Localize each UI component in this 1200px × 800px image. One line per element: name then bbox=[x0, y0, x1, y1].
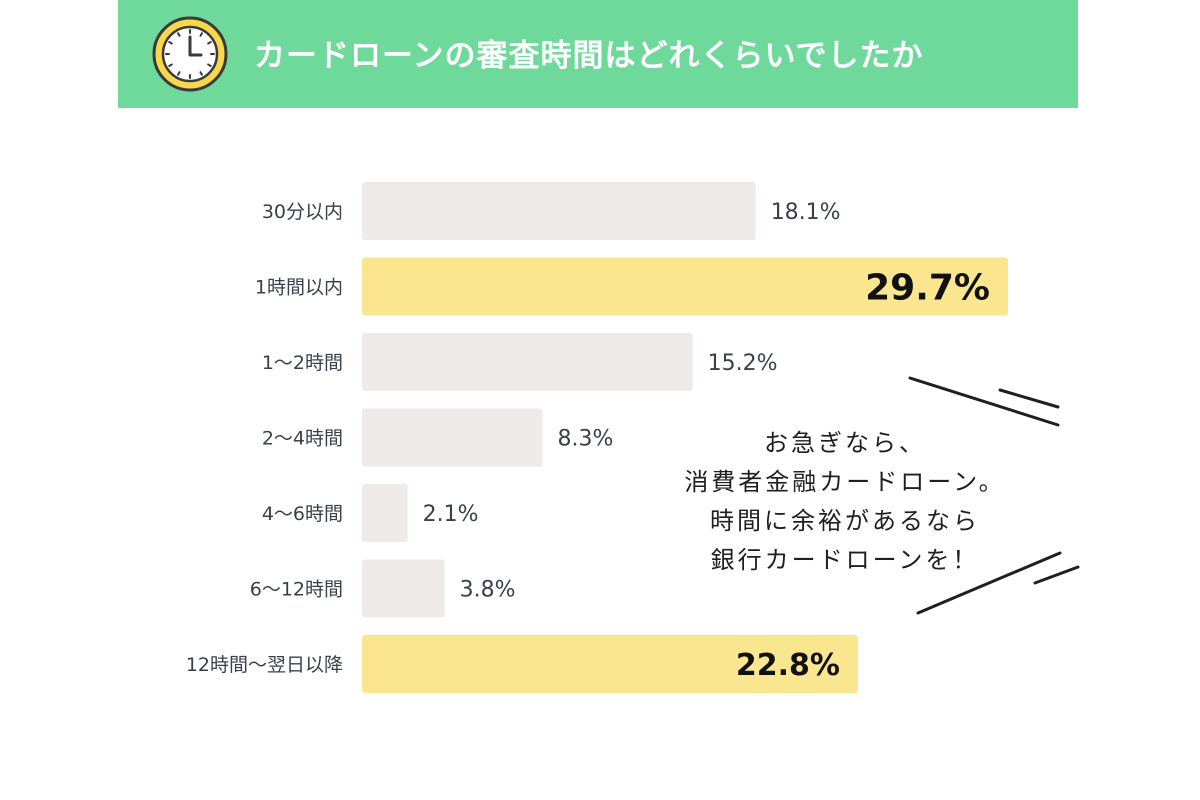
note-line: 消費者金融カードローン。 bbox=[684, 468, 1006, 496]
category-label: 4～6時間 bbox=[262, 503, 343, 525]
value-label: 3.8% bbox=[460, 578, 516, 603]
category-label: 1～2時間 bbox=[262, 352, 343, 374]
clock-icon bbox=[152, 16, 228, 92]
bar bbox=[362, 257, 1008, 316]
value-label: 22.8% bbox=[736, 648, 840, 683]
value-label: 29.7% bbox=[865, 268, 990, 309]
bar bbox=[362, 559, 445, 618]
bar bbox=[362, 408, 543, 467]
header-banner: カードローンの審査時間はどれくらいでしたか bbox=[118, 0, 1078, 108]
value-label: 18.1% bbox=[771, 200, 841, 225]
category-label: 2～4時間 bbox=[262, 428, 343, 450]
note-line: 銀行カードローンを！ bbox=[710, 546, 980, 574]
bar bbox=[362, 484, 408, 542]
category-label: 30分以内 bbox=[262, 201, 343, 223]
bar bbox=[362, 635, 858, 693]
category-label: 6～12時間 bbox=[250, 579, 343, 601]
value-label: 8.3% bbox=[558, 427, 614, 452]
chart-title: カードローンの審査時間はどれくらいでしたか bbox=[254, 38, 924, 74]
value-label: 15.2% bbox=[708, 351, 778, 376]
bar bbox=[362, 182, 756, 240]
note-line: 時間に余裕があるなら bbox=[710, 507, 980, 535]
value-label: 2.1% bbox=[423, 502, 479, 527]
category-label: 1時間以内 bbox=[255, 277, 343, 299]
category-label: 12時間～翌日以降 bbox=[186, 654, 343, 676]
note-line: お急ぎなら、 bbox=[764, 429, 926, 457]
annotation-note: お急ぎなら、 消費者金融カードローン。 時間に余裕があるなら 銀行カードローンを… bbox=[640, 424, 1050, 580]
bar bbox=[362, 333, 693, 391]
